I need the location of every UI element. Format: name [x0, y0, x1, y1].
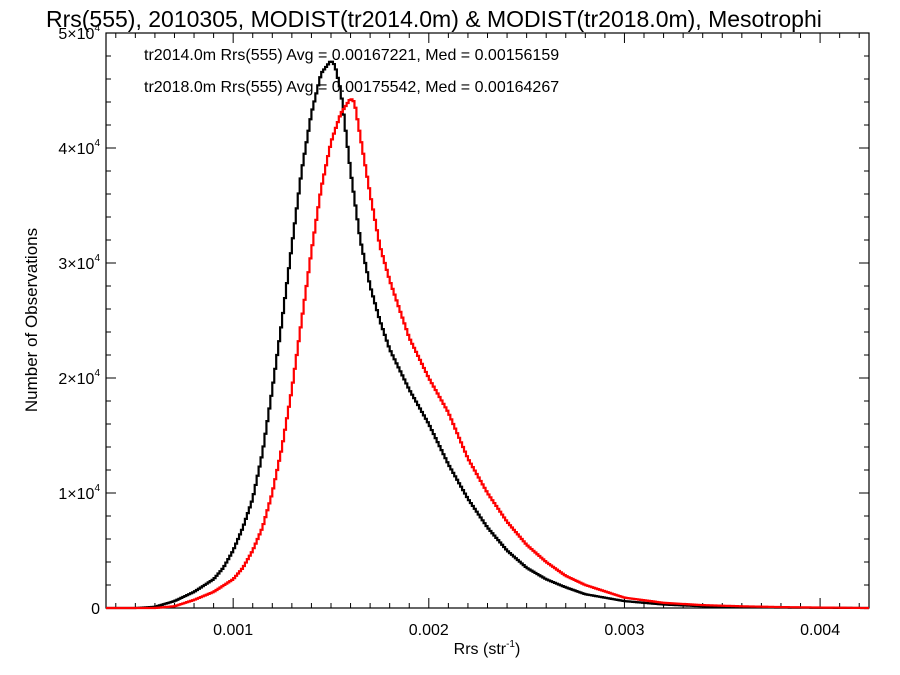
y-tick-label: 4×104 — [58, 138, 100, 158]
y-tick-label: 3×104 — [58, 253, 100, 273]
y-tick-label: 5×104 — [58, 23, 100, 43]
x-tick-label: 0.001 — [213, 622, 253, 639]
y-tick-label: 1×104 — [58, 483, 100, 503]
y-tick-label: 0 — [91, 601, 100, 618]
x-axis-label-superscript: -1 — [506, 639, 515, 650]
x-tick-label: 0.002 — [409, 622, 449, 639]
y-axis-ticks: 0 1×104 2×104 3×104 4×104 5×104 — [58, 23, 869, 618]
series-tr2018-line — [106, 98, 869, 610]
chart-title: Rrs(555), 2010305, MODIST(tr2014.0m) & M… — [46, 6, 822, 32]
series-tr2014-line — [106, 60, 869, 610]
annotation-series-2: tr2018.0m Rrs(555) Avg = 0.00175542, Med… — [144, 79, 559, 96]
x-axis-label: Rrs (str-1) — [454, 639, 521, 658]
y-axis-label: Number of Observations — [22, 228, 41, 412]
series-layer — [106, 60, 869, 610]
annotation-series-1: tr2014.0m Rrs(555) Avg = 0.00167221, Med… — [144, 47, 559, 64]
x-tick-label: 0.003 — [604, 622, 644, 639]
plot-frame — [105, 32, 870, 609]
x-axis-ticks: 0.001 0.002 0.003 0.004 — [115, 33, 860, 639]
x-tick-label: 0.004 — [800, 622, 840, 639]
y-tick-label: 2×104 — [58, 368, 100, 388]
